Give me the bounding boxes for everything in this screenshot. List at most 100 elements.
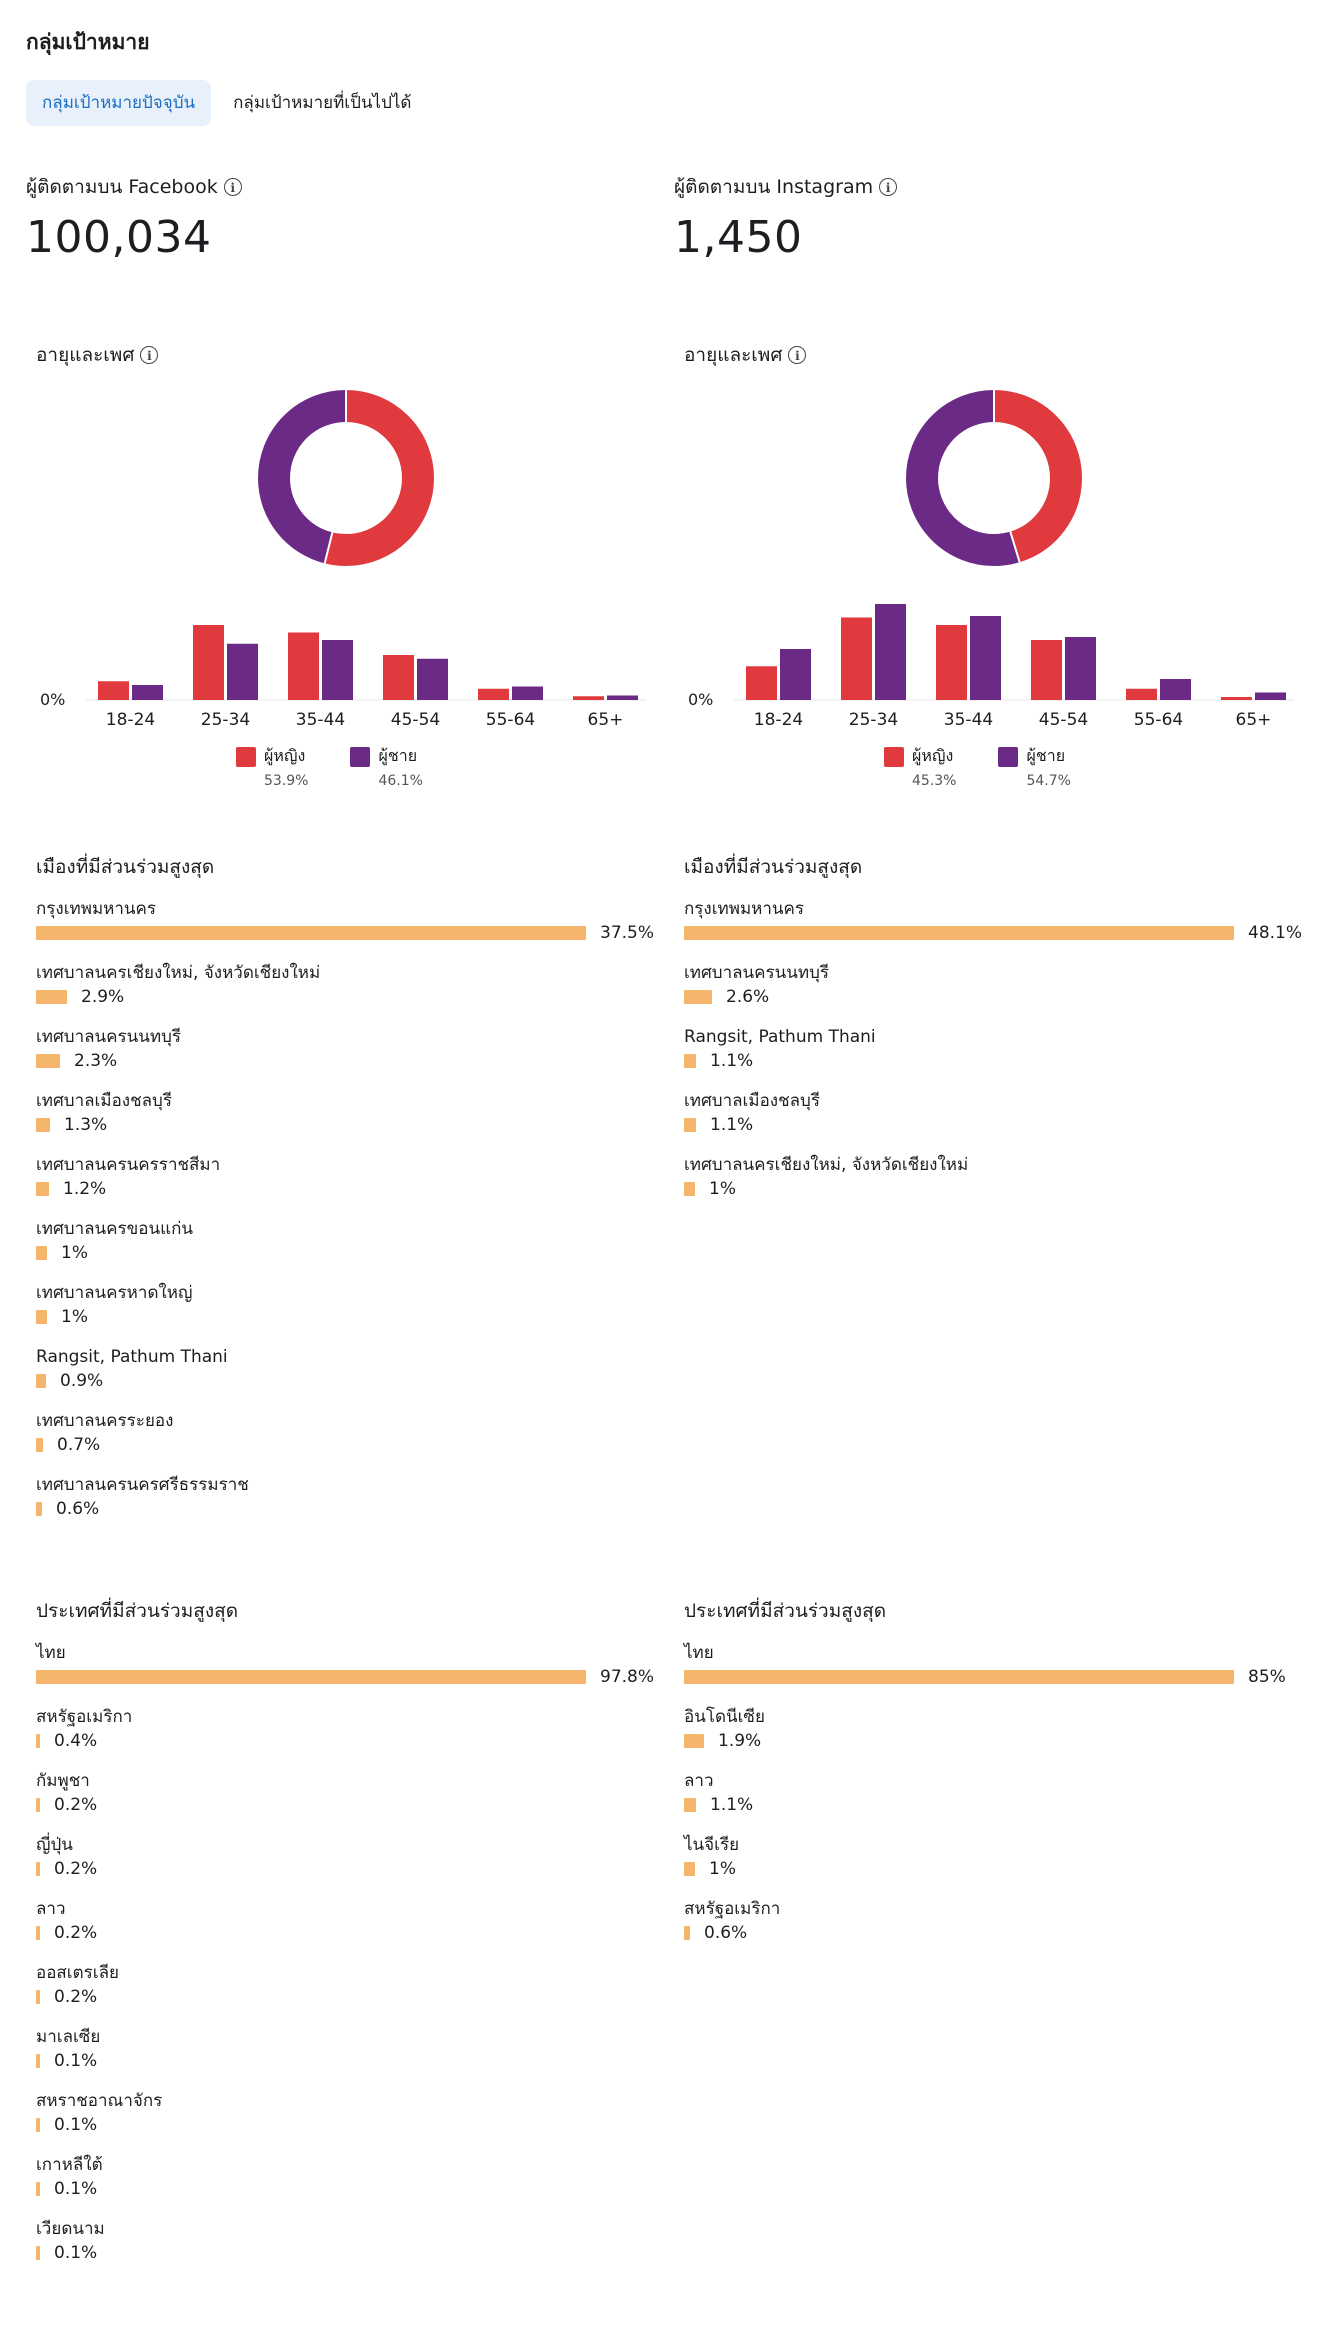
list-item-pct: 0.2% xyxy=(54,1859,98,1879)
instagram-top-countries-list: ไทย 85% อินโดนีเซีย 1.9% ลาว 1.1% ไนจีเรีย 1% สห… xyxy=(684,1640,1286,1960)
list-item-bar-row: 0.6% xyxy=(36,1498,654,1520)
instagram-followers-count: 1,450 xyxy=(674,212,803,263)
list-item-pct: 0.4% xyxy=(54,1731,98,1751)
list-item-name: ไนจีเรีย xyxy=(684,1835,740,1855)
list-item-bar-row: 0.7% xyxy=(36,1434,654,1456)
bar-women-55-64[interactable] xyxy=(478,688,509,700)
bar-men-45-54[interactable] xyxy=(1065,637,1096,700)
list-item-bar-row: 97.8% xyxy=(36,1666,654,1688)
bar-men-35-44[interactable] xyxy=(970,616,1001,700)
list-item-bar xyxy=(36,2246,40,2260)
bar-women-65+[interactable] xyxy=(573,696,604,700)
bar-women-55-64[interactable] xyxy=(1126,688,1157,700)
list-item-bar-row: 0.9% xyxy=(36,1370,654,1392)
bar-men-55-64[interactable] xyxy=(512,686,543,701)
list-item-bar-row: 0.2% xyxy=(36,1986,654,2008)
list-item-pct: 0.7% xyxy=(57,1435,101,1455)
x-tick-label: 35-44 xyxy=(944,710,993,730)
bar-women-45-54[interactable] xyxy=(1031,640,1062,700)
bar-women-45-54[interactable] xyxy=(383,655,414,700)
bar-women-18-24[interactable] xyxy=(746,666,777,700)
bar-men-65+[interactable] xyxy=(607,695,638,701)
list-item-pct: 1.1% xyxy=(710,1051,754,1071)
list-item-name: เทศบาลนครเชียงใหม่, จังหวัดเชียงใหม่ xyxy=(36,963,321,983)
bar-men-18-24[interactable] xyxy=(132,685,163,700)
list-item-name: ไทย xyxy=(36,1643,66,1663)
facebook-top-cities-title: เมืองที่มีส่วนร่วมสูงสุด xyxy=(36,856,215,878)
legend-pct-men: 54.7% xyxy=(1026,773,1071,789)
list-item-name: เทศบาลเมืองชลบุรี xyxy=(684,1091,820,1111)
list-item: ไนจีเรีย 1% xyxy=(684,1832,1286,1896)
info-icon[interactable]: i xyxy=(788,346,807,364)
instagram-age-gender-bar-chart: 0% 18-24 25-34 35-44 45-54 55-64 65+ xyxy=(688,604,1294,730)
tab-current-audience[interactable]: กลุ่มเป้าหมายปัจจุบัน xyxy=(26,80,212,126)
list-item: เทศบาลนครนครราชสีมา 1.2% xyxy=(36,1152,654,1216)
list-item-name: เทศบาลนครหาดใหญ่ xyxy=(36,1283,193,1303)
bar-women-35-44[interactable] xyxy=(288,632,319,701)
donut-separator xyxy=(1009,531,1021,563)
list-item-bar xyxy=(684,1670,1234,1684)
list-item: กัมพูชา 0.2% xyxy=(36,1768,654,1832)
info-icon[interactable]: i xyxy=(879,178,898,196)
list-item-bar-row: 1.1% xyxy=(684,1050,1302,1072)
list-item-bar xyxy=(36,1182,49,1196)
bar-women-25-34[interactable] xyxy=(841,617,872,701)
list-item-bar-row: 48.1% xyxy=(684,922,1302,944)
facebook-age-gender-bar-chart: 0% 18-24 25-34 35-44 45-54 55-64 65+ xyxy=(40,625,646,730)
list-item-bar-row: 0.2% xyxy=(36,1922,654,1944)
list-item-bar-row: 1.9% xyxy=(684,1730,1286,1752)
list-item-bar xyxy=(36,1118,50,1132)
bar-men-25-34[interactable] xyxy=(227,643,258,700)
list-item-name: ลาว xyxy=(36,1899,66,1919)
list-item: อินโดนีเซีย 1.9% xyxy=(684,1704,1286,1768)
info-icon[interactable]: i xyxy=(223,178,242,196)
list-item-pct: 1.1% xyxy=(710,1115,754,1135)
x-tick-label: 55-64 xyxy=(1134,710,1183,730)
list-item-bar xyxy=(36,1502,42,1516)
bar-men-45-54[interactable] xyxy=(417,658,448,700)
list-item-bar xyxy=(36,1734,40,1748)
list-item-bar xyxy=(36,1798,40,1812)
x-tick-label: 55-64 xyxy=(486,710,535,730)
list-item: เทศบาลนครนนทบุรี 2.3% xyxy=(36,1024,654,1088)
bar-women-35-44[interactable] xyxy=(936,625,967,700)
age-gender-title-text: อายุและเพศ xyxy=(684,344,783,366)
y-axis-zero-label: 0% xyxy=(688,690,713,709)
list-item-bar xyxy=(36,1054,60,1068)
facebook-top-countries-list: ไทย 97.8% สหรัฐอเมริกา 0.4% กัมพูชา 0.2% ญี่ปุ… xyxy=(36,1640,654,2280)
instagram-followers-label-text: ผู้ติดตามบน Instagram xyxy=(674,176,874,198)
list-item-bar-row: 1% xyxy=(684,1858,1286,1880)
list-item-bar xyxy=(36,1670,586,1684)
list-item: มาเลเซีย 0.1% xyxy=(36,2024,654,2088)
bar-women-25-34[interactable] xyxy=(193,625,224,700)
instagram-top-cities-list: กรุงเทพมหานคร 48.1% เทศบาลนครนนทบุรี 2.6% Ra… xyxy=(684,896,1302,1216)
bar-men-18-24[interactable] xyxy=(780,649,811,700)
list-item-name: กรุงเทพมหานคร xyxy=(684,899,805,919)
info-icon[interactable]: i xyxy=(140,346,159,364)
list-item-name: เทศบาลนครนนทบุรี xyxy=(684,963,830,983)
list-item: ลาว 0.2% xyxy=(36,1896,654,1960)
bar-men-65+[interactable] xyxy=(1255,692,1286,701)
x-tick-label: 18-24 xyxy=(754,710,803,730)
list-item-pct: 1% xyxy=(709,1859,736,1879)
list-item-bar-row: 0.4% xyxy=(36,1730,654,1752)
list-item-name: เวียดนาม xyxy=(36,2219,105,2239)
list-item-pct: 0.2% xyxy=(54,1923,98,1943)
bar-men-55-64[interactable] xyxy=(1160,679,1191,700)
donut-separator xyxy=(323,532,334,564)
list-item-name: เกาหลีใต้ xyxy=(36,2155,103,2175)
bar-men-25-34[interactable] xyxy=(875,604,906,700)
list-item-bar xyxy=(36,1862,40,1876)
bar-men-35-44[interactable] xyxy=(322,640,353,700)
list-item: เกาหลีใต้ 0.1% xyxy=(36,2152,654,2216)
bar-women-65+[interactable] xyxy=(1221,697,1252,700)
facebook-top-countries-title: ประเทศที่มีส่วนร่วมสูงสุด xyxy=(36,1600,239,1622)
audience-tabs: กลุ่มเป้าหมายปัจจุบัน กลุ่มเป้าหมายที่เป… xyxy=(26,80,427,126)
list-item-name: เทศบาลเมืองชลบุรี xyxy=(36,1091,172,1111)
tab-potential-audience[interactable]: กลุ่มเป้าหมายที่เป็นไปได้ xyxy=(233,93,412,113)
y-axis-zero-label: 0% xyxy=(40,690,65,709)
list-item-name: ญี่ปุ่น xyxy=(36,1835,73,1855)
x-tick-label: 45-54 xyxy=(1039,710,1088,730)
bar-women-18-24[interactable] xyxy=(98,681,129,700)
instagram-age-gender-title: อายุและเพศ i xyxy=(684,340,807,370)
